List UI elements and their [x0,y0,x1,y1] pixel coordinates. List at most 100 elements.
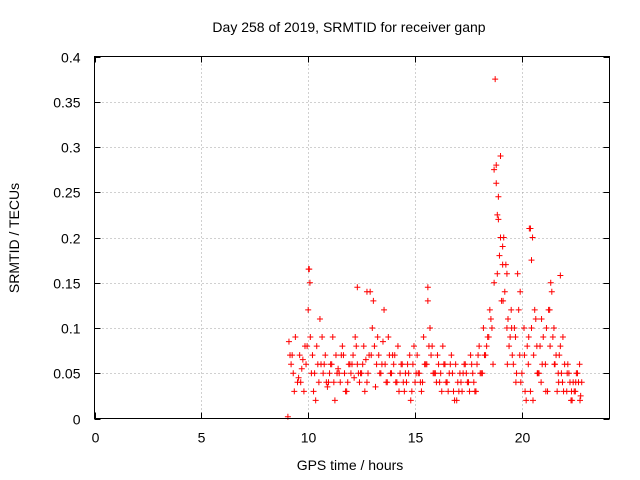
data-point [558,370,565,377]
data-point [491,279,498,286]
data-point [387,370,394,377]
data-point [462,361,469,368]
data-point [428,352,435,359]
data-point [381,306,388,313]
data-point [316,315,323,322]
x-tick-label: 10 [301,430,317,446]
data-point [319,334,326,341]
data-point [468,361,475,368]
x-tick-label: 15 [408,430,424,446]
data-point [557,343,564,350]
data-point [296,352,303,359]
data-point [435,361,442,368]
data-point [354,361,361,368]
data-point [307,334,314,341]
data-point [530,352,537,359]
data-point [514,270,521,277]
data-point [365,370,372,377]
data-point [347,370,354,377]
data-point [339,343,346,350]
data-point [557,272,564,279]
data-point [517,288,524,295]
data-point [341,370,348,377]
data-point [472,388,479,395]
data-point [569,397,576,404]
data-point [407,397,414,404]
x-tick-label: 20 [515,430,531,446]
data-point [375,352,382,359]
data-point [329,334,336,341]
data-point [330,379,337,386]
data-point [285,338,292,345]
data-point [577,392,584,399]
data-point [480,325,487,331]
data-point [532,315,539,322]
data-point [320,370,327,377]
grid [94,56,610,419]
data-point [289,352,296,359]
data-point [486,306,493,313]
data-point [323,379,330,386]
data-point [483,343,490,350]
data-point [488,325,495,331]
data-point [452,361,459,368]
data-point [474,361,481,368]
data-point [324,383,331,390]
data-point [476,343,483,350]
data-point [475,352,482,359]
data-point [538,315,545,322]
data-point [508,325,515,331]
data-point [499,261,506,268]
data-point [450,388,457,395]
data-point [308,370,315,377]
data-point [372,383,379,390]
data-point [430,370,437,377]
data-point [376,370,383,377]
y-tick-label: 0 [73,412,81,428]
data-point [439,343,446,350]
data-point [396,388,403,395]
data-point [315,379,322,386]
data-point [512,334,519,341]
data-point [297,379,304,386]
data-point [493,180,500,187]
data-point [506,343,513,350]
data-point [385,334,392,341]
data-point [513,370,520,377]
data-point [379,338,386,345]
data-point [288,361,295,368]
data-point [548,288,555,295]
data-point [509,352,516,359]
data-point [440,361,447,368]
data-point [495,193,502,200]
data-point [460,370,467,377]
data-point [522,388,529,395]
data-point [410,343,417,350]
data-point [545,306,552,313]
data-point [538,379,545,386]
x-tick-label: 0 [92,430,100,446]
data-point [414,352,421,359]
data-point [515,306,522,313]
data-point [492,76,499,83]
data-point [390,361,397,368]
data-point [426,325,433,331]
data-point [503,270,510,277]
data-point [356,379,363,386]
data-point [337,379,344,386]
data-point [406,352,413,359]
data-point [370,297,377,304]
data-point [497,234,504,241]
data-point [494,211,501,218]
data-point [350,352,357,359]
data-point [331,397,338,404]
data-point [470,379,477,386]
data-point [525,361,532,368]
data-point [321,361,328,368]
data-point [572,379,579,386]
data-point [481,352,488,359]
data-point [421,361,428,368]
data-point [537,343,544,350]
data-point [445,388,452,395]
y-tick-label: 0.25 [53,185,80,201]
